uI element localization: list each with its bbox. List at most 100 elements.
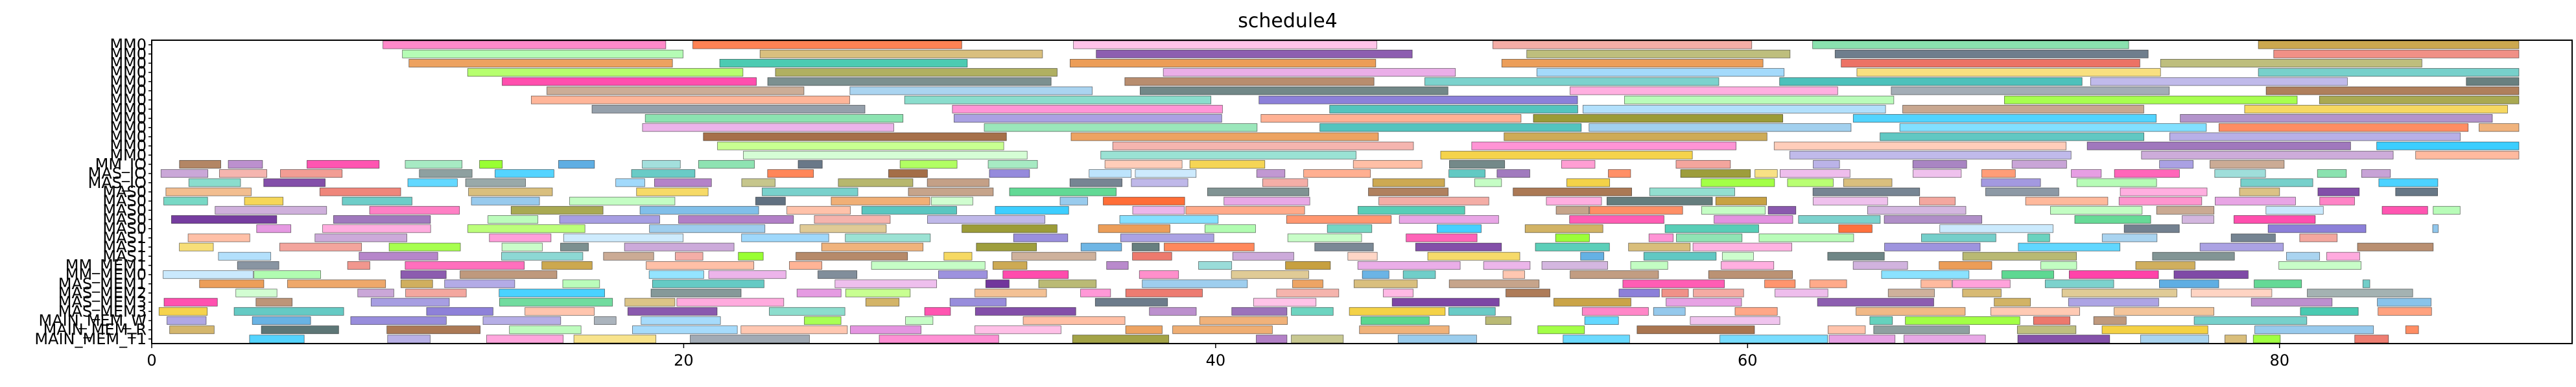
schedule-bar [1880, 132, 2145, 141]
schedule-bar [467, 68, 744, 77]
y-tick-label: MAS0 [102, 183, 147, 201]
schedule-bar [405, 288, 467, 298]
schedule-bar [509, 325, 582, 334]
schedule-bar [388, 242, 461, 252]
x-tick-label: 80 [2269, 351, 2289, 369]
schedule-bar [1775, 288, 1828, 298]
plot-frame [151, 40, 2573, 344]
schedule-bar [985, 279, 1010, 288]
schedule-bar [788, 261, 823, 270]
y-tick-label: MM0 [110, 82, 147, 100]
schedule-bar [2254, 279, 2302, 288]
schedule-bar [1912, 159, 1967, 169]
schedule-bar [850, 325, 921, 334]
schedule-bar [468, 187, 553, 196]
schedule-bar [1427, 252, 1520, 261]
schedule-bar [1378, 196, 1489, 205]
y-tick-label: MM0 [110, 91, 147, 109]
schedule-bar [1253, 298, 1317, 307]
schedule-bar [743, 150, 1028, 159]
schedule-bar [2395, 187, 2439, 196]
schedule-bar [405, 261, 525, 270]
schedule-bar [2173, 270, 2249, 279]
schedule-bar [1618, 288, 1660, 298]
schedule-bar [1787, 178, 1834, 187]
schedule-bar [347, 261, 370, 270]
schedule-bar [1120, 233, 1214, 242]
schedule-bar [405, 159, 463, 169]
schedule-bar [1258, 95, 1578, 104]
schedule-bar [1721, 252, 1754, 261]
y-tick-label: MAIN_MEM_T1 [34, 330, 147, 348]
schedule-bar [838, 178, 914, 187]
schedule-bar [495, 169, 554, 178]
schedule-bar [1555, 233, 1590, 242]
schedule-bar [1902, 104, 2144, 113]
schedule-bar [1360, 316, 1430, 325]
schedule-bar [562, 279, 600, 288]
schedule-bar [1952, 279, 2011, 288]
schedule-bar [2191, 288, 2273, 298]
schedule-bar [904, 95, 1212, 104]
y-tick-label: MM0 [110, 36, 147, 54]
schedule-bar [2090, 77, 2348, 86]
schedule-bar [755, 196, 786, 205]
schedule-bar [775, 68, 1058, 77]
schedule-bar [1125, 288, 1203, 298]
chart-title: schedule4 [1238, 10, 1338, 32]
schedule-bar [591, 104, 866, 113]
schedule-bar [962, 224, 1058, 233]
schedule-bar [486, 334, 564, 344]
schedule-bar [759, 49, 1043, 58]
schedule-bar [1838, 224, 1873, 233]
schedule-bar [1125, 325, 1163, 334]
schedule-bar [179, 242, 214, 252]
schedule-bar [1841, 58, 2140, 67]
schedule-bar [879, 334, 999, 344]
schedule-bar [2286, 252, 2321, 261]
schedule-bar [1535, 242, 1610, 252]
schedule-bar [1767, 205, 1797, 215]
schedule-bar [1513, 187, 1633, 196]
schedule-bar [1292, 279, 1323, 288]
schedule-bar [741, 178, 775, 187]
y-tick-label: MM_MEM1 [65, 256, 147, 274]
schedule-bar [927, 178, 989, 187]
schedule-bar [1583, 104, 1886, 113]
schedule-bar [1546, 196, 1602, 205]
schedule-bar [908, 187, 994, 196]
schedule-bar [1554, 298, 1631, 307]
schedule-bar [975, 325, 1061, 334]
schedule-bar [762, 187, 858, 196]
schedule-bar [1813, 159, 1840, 169]
schedule-bar [1131, 178, 1188, 187]
schedule-bar [1204, 224, 1256, 233]
schedule-bar [2300, 307, 2359, 316]
schedule-bar [975, 288, 1047, 298]
schedule-bar [1921, 233, 1996, 242]
schedule-bar [2377, 298, 2431, 307]
schedule-bar [1887, 288, 1935, 298]
schedule-bar [2362, 279, 2370, 288]
schedule-bar [1701, 178, 1775, 187]
schedule-bar [1817, 298, 1934, 307]
schedule-bar [1406, 233, 1478, 242]
schedule-bar [163, 196, 208, 205]
schedule-bar [1569, 215, 1664, 224]
schedule-bar [1399, 215, 1499, 224]
schedule-bar [179, 159, 221, 169]
schedule-bar [2160, 58, 2422, 67]
schedule-bar [1561, 159, 1596, 169]
y-tick-label: MAS_MEM1 [58, 275, 147, 293]
schedule-bar [2118, 196, 2203, 205]
schedule-bar [419, 169, 473, 178]
schedule-bar [407, 178, 458, 187]
schedule-bar [1624, 95, 1895, 104]
schedule-bar [2258, 68, 2520, 77]
schedule-bar [1843, 178, 1893, 187]
schedule-bar [1693, 288, 1744, 298]
schedule-bar [1653, 307, 1686, 316]
y-tick-label: MM0 [110, 73, 147, 91]
schedule-bar [1570, 86, 1838, 95]
